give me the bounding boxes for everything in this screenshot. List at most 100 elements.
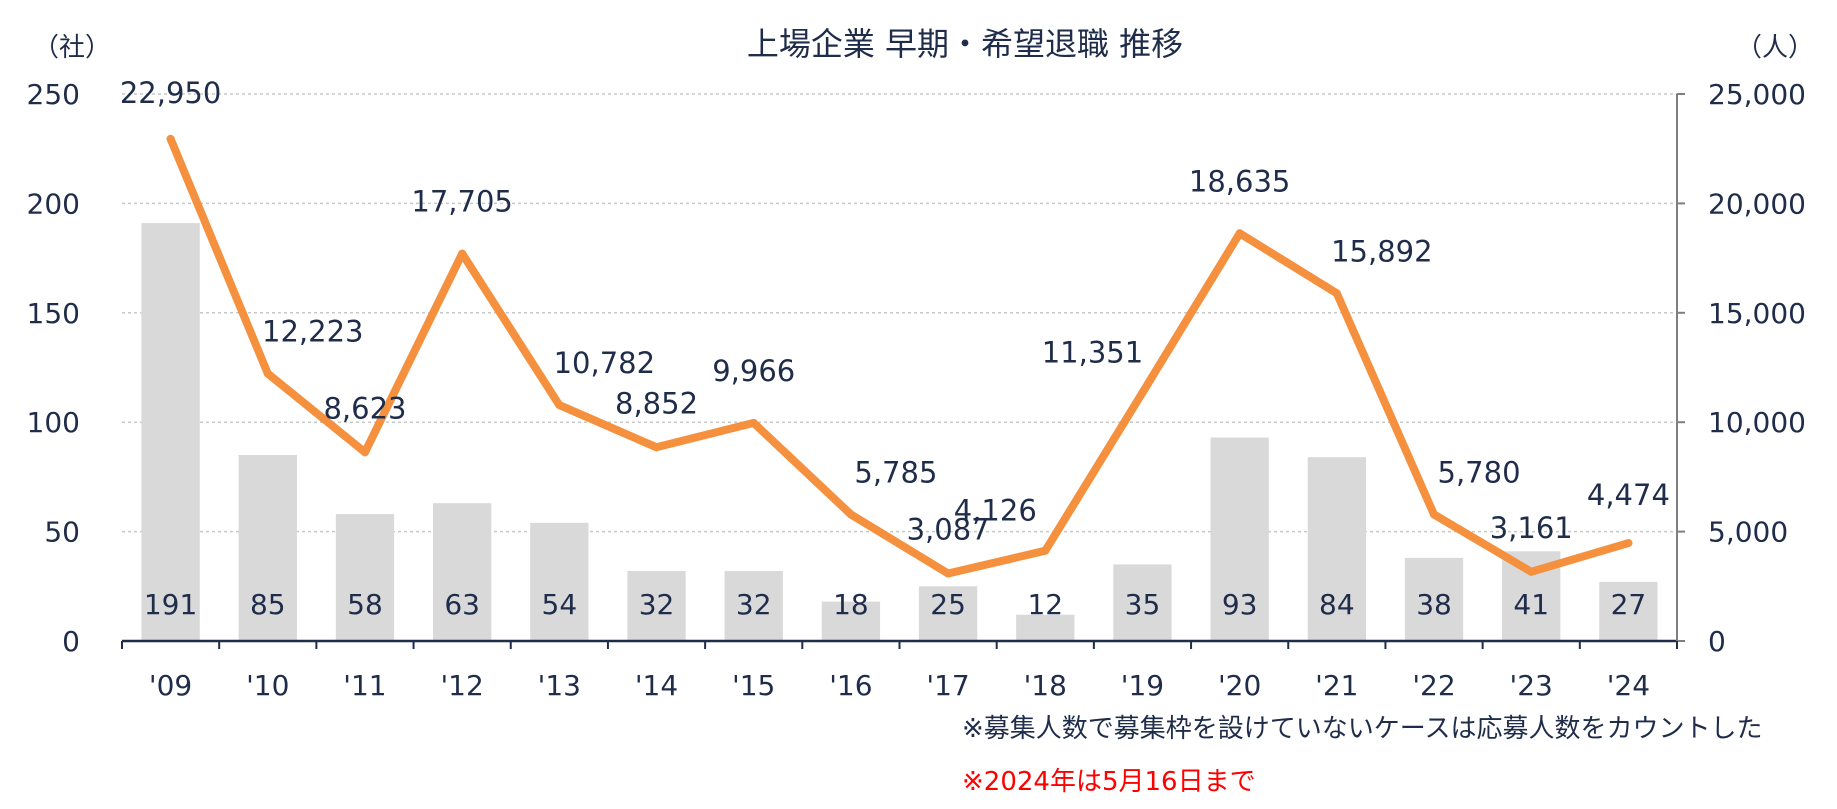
x-tick-label: '21 <box>1315 669 1358 702</box>
x-tick-label: '13 <box>538 669 581 702</box>
bar-value-label: 38 <box>1416 588 1452 621</box>
line-value-label: 15,892 <box>1331 234 1432 268</box>
bar-value-label: 54 <box>542 588 578 621</box>
bar-value-label: 25 <box>930 588 966 621</box>
line-point <box>1332 289 1341 298</box>
bar <box>1210 437 1269 641</box>
x-tick-label: '14 <box>635 669 678 702</box>
bar <box>724 570 783 641</box>
bar <box>1113 564 1172 641</box>
line-point <box>458 249 467 258</box>
bar <box>433 503 492 641</box>
line-value-label: 12,223 <box>262 315 363 349</box>
bar-value-label: 27 <box>1611 588 1647 621</box>
left-tick-label: 0 <box>62 625 80 658</box>
left-tick-label: 150 <box>27 297 80 330</box>
x-tick-label: '11 <box>343 669 386 702</box>
bar-value-label: 12 <box>1027 588 1063 621</box>
line-value-label: 18,635 <box>1189 164 1290 198</box>
bar-value-label: 93 <box>1222 588 1258 621</box>
x-tick-label: '23 <box>1510 669 1553 702</box>
bar <box>141 223 200 642</box>
line-point <box>749 418 758 427</box>
line-value-label: 10,782 <box>554 346 655 380</box>
x-tick-label: '17 <box>926 669 969 702</box>
right-tick-label: 10,000 <box>1708 406 1806 439</box>
x-tick-label: '22 <box>1412 669 1455 702</box>
line-value-label: 4,126 <box>954 494 1037 528</box>
line-value-label: 5,780 <box>1438 456 1521 490</box>
bar <box>1599 581 1658 641</box>
data-labels: 191 85 58 63 54 32 32 18 25 12 35 93 84 38 41 27 22,950 1… <box>120 76 1670 621</box>
bar <box>1404 557 1464 641</box>
line-point <box>166 134 175 143</box>
line-point <box>944 569 953 578</box>
bar-value-label: 85 <box>250 588 286 621</box>
line-point <box>1430 510 1439 519</box>
footnote-2024-cutoff: ※2024年は5月16日まで <box>962 767 1256 797</box>
bar <box>918 586 978 641</box>
line-value-label: 17,705 <box>411 185 512 219</box>
footnote-count-method: ※募集人数で募集枠を設けていないケースは応募人数をカウントした <box>962 714 1763 744</box>
left-tick-label: 50 <box>44 516 80 549</box>
bar-value-label: 18 <box>833 588 869 621</box>
right-axis-unit: （人） <box>1736 33 1814 63</box>
line-value-label: 5,785 <box>854 455 937 489</box>
bar-value-label: 35 <box>1125 588 1161 621</box>
bar-value-label: 63 <box>444 588 480 621</box>
line-point <box>652 443 661 452</box>
right-tick-label: 0 <box>1708 625 1726 658</box>
x-tick-label: '10 <box>246 669 289 702</box>
bar-value-label: 84 <box>1319 588 1355 621</box>
line-value-label: 22,950 <box>120 76 221 110</box>
line-point <box>1624 539 1633 548</box>
bar-value-label: 32 <box>639 588 675 621</box>
bar <box>821 601 881 641</box>
axes: 0 0 50 5,000 100 10,000 150 15,000 200 20,000 250 2… <box>27 78 1806 702</box>
left-tick-label: 250 <box>27 78 80 111</box>
line-point <box>360 448 369 457</box>
x-tick-label: '16 <box>829 669 872 702</box>
x-tick-label: '15 <box>732 669 775 702</box>
line-value-label: 8,852 <box>615 386 698 420</box>
x-tick-label: '24 <box>1607 669 1650 702</box>
left-tick-label: 100 <box>27 406 80 439</box>
bar <box>238 455 297 641</box>
bar <box>1016 614 1075 641</box>
line-point <box>846 510 855 519</box>
left-axis-unit: （社） <box>33 33 111 63</box>
chart-title: 上場企業 早期・希望退職 推移 <box>747 25 1183 63</box>
line-point <box>1235 229 1244 238</box>
line-point <box>263 369 272 378</box>
line-point <box>1138 388 1147 397</box>
right-tick-label: 20,000 <box>1708 187 1806 220</box>
x-tick-label: '20 <box>1218 669 1261 702</box>
right-tick-label: 25,000 <box>1708 78 1806 111</box>
bar <box>627 570 686 641</box>
bar-value-label: 58 <box>347 588 383 621</box>
x-tick-label: '19 <box>1121 669 1164 702</box>
line-path <box>166 134 1633 578</box>
line-series <box>166 134 1633 578</box>
bar-series <box>141 223 1658 642</box>
x-tick-label: '12 <box>440 669 483 702</box>
left-tick-label: 200 <box>27 187 80 220</box>
line-value-label: 4,474 <box>1587 478 1670 512</box>
bar-value-label: 41 <box>1513 588 1549 621</box>
x-tick-label: '09 <box>149 669 192 702</box>
bar-value-label: 191 <box>144 588 197 621</box>
right-tick-label: 5,000 <box>1708 516 1788 549</box>
line-value-label: 3,087 <box>907 512 990 546</box>
bar <box>335 514 395 641</box>
line-value-label: 9,966 <box>712 354 795 388</box>
x-tick-label: '18 <box>1024 669 1067 702</box>
bar <box>530 522 589 641</box>
right-tick-label: 15,000 <box>1708 297 1806 330</box>
line-point <box>1041 546 1050 555</box>
line-value-label: 11,351 <box>1042 336 1143 370</box>
line-point <box>555 401 564 410</box>
bar-value-label: 32 <box>736 588 772 621</box>
line-point <box>1527 567 1536 576</box>
